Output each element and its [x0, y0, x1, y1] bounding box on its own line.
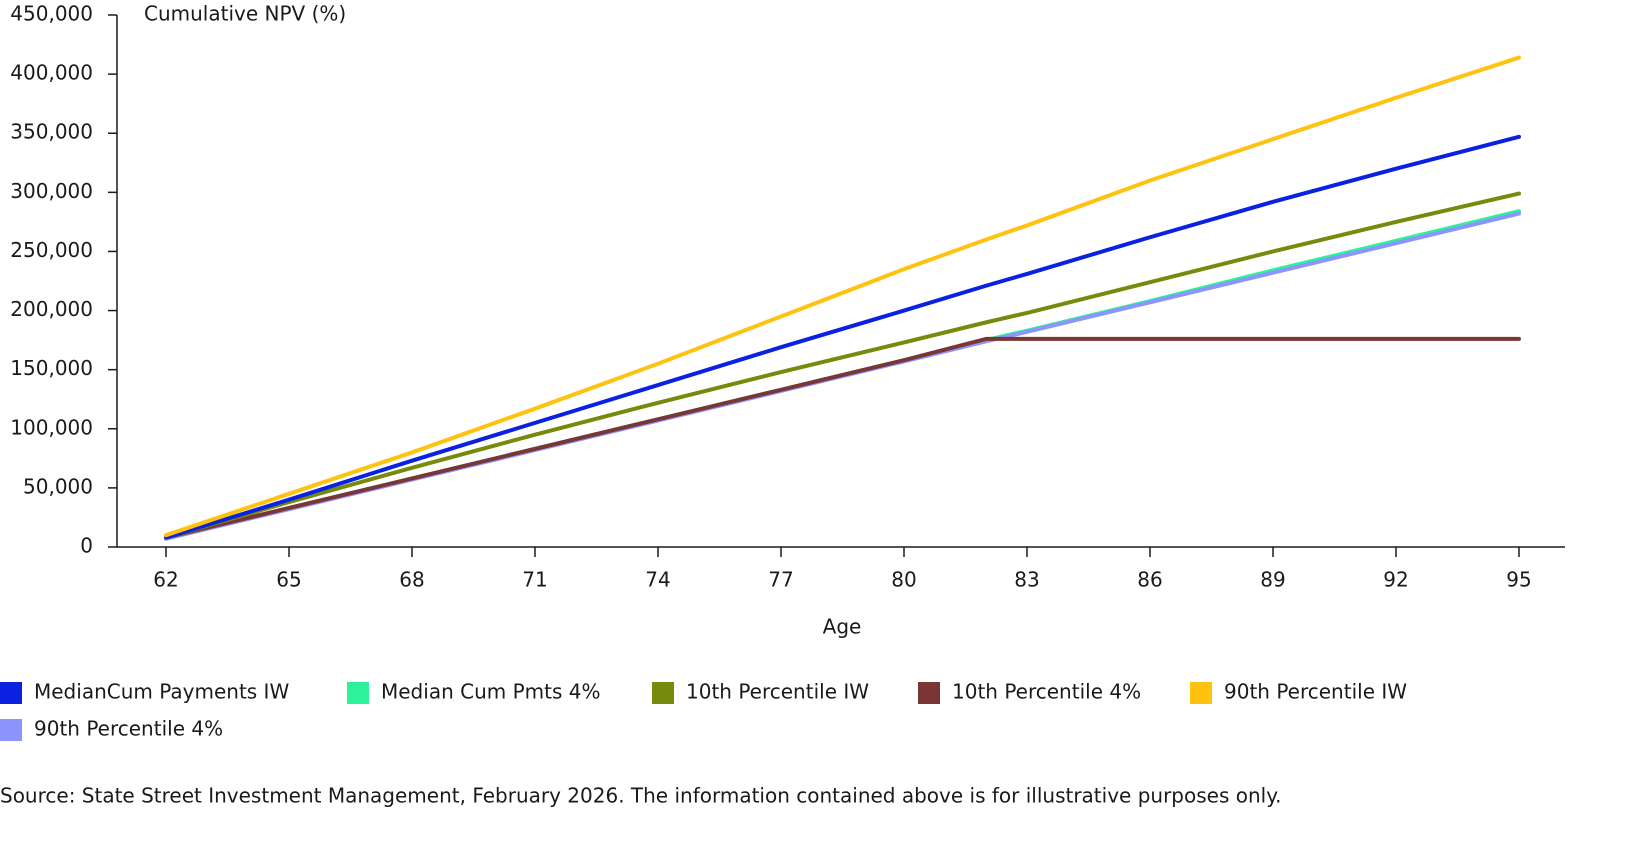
series-line	[164, 191, 1521, 540]
x-tick-label: 68	[399, 568, 424, 592]
legend-swatch	[0, 682, 22, 704]
y-tick-label: 250,000	[10, 238, 93, 262]
x-axis-title: Age	[823, 615, 862, 639]
x-tick-label: 95	[1506, 568, 1531, 592]
series-line	[164, 134, 1521, 540]
y-tick-label: 200,000	[10, 297, 93, 321]
x-tick-label: 92	[1383, 568, 1408, 592]
y-tick-label: 400,000	[10, 61, 93, 85]
legend-label: Median Cum Pmts 4%	[381, 680, 600, 704]
x-tick-label: 80	[891, 568, 916, 592]
legend-label: 10th Percentile IW	[686, 680, 869, 704]
x-tick-label: 89	[1260, 568, 1285, 592]
legend-label: MedianCum Payments IW	[34, 680, 289, 704]
y-tick-label: 100,000	[10, 415, 93, 439]
y-tick-label: 300,000	[10, 179, 93, 203]
series-line	[164, 55, 1521, 538]
y-tick-label: 450,000	[10, 2, 93, 26]
x-tick-label: 74	[645, 568, 670, 592]
legend-label: 90th Percentile 4%	[34, 717, 223, 741]
legend-label: 10th Percentile 4%	[952, 680, 1141, 704]
x-tick-label: 65	[276, 568, 301, 592]
y-tick-label: 50,000	[23, 474, 93, 498]
y-tick-label: 0	[80, 534, 93, 558]
legend-swatch	[347, 682, 369, 704]
x-tick-label: 62	[153, 568, 178, 592]
x-tick-label: 86	[1137, 568, 1162, 592]
source-note: Source: State Street Investment Manageme…	[0, 784, 1282, 808]
legend-label: 90th Percentile IW	[1224, 680, 1407, 704]
x-tick-label: 71	[522, 568, 547, 592]
legend-swatch	[652, 682, 674, 704]
legend-swatch	[1190, 682, 1212, 704]
legend-swatch	[0, 719, 22, 741]
series-line	[164, 336, 1521, 540]
y-tick-label: 350,000	[10, 120, 93, 144]
y-tick-label: 150,000	[10, 356, 93, 380]
legend-swatch	[918, 682, 940, 704]
x-tick-label: 77	[768, 568, 793, 592]
y-axis-title: Cumulative NPV (%)	[144, 2, 346, 26]
x-tick-label: 83	[1014, 568, 1039, 592]
